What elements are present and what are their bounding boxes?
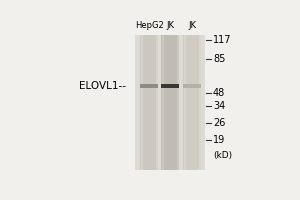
- Bar: [161, 84, 179, 88]
- Bar: [140, 35, 158, 170]
- Bar: [177, 35, 179, 170]
- Bar: [162, 35, 164, 170]
- Text: HepG2: HepG2: [135, 21, 164, 30]
- Bar: [183, 35, 201, 170]
- Bar: [184, 35, 186, 170]
- Bar: [156, 35, 158, 170]
- Bar: [135, 35, 205, 170]
- Text: 117: 117: [213, 35, 232, 45]
- Text: 85: 85: [213, 54, 225, 64]
- Text: (kD): (kD): [213, 151, 232, 160]
- Bar: [161, 35, 179, 170]
- Text: 26: 26: [213, 118, 225, 128]
- Text: 19: 19: [213, 135, 225, 145]
- Text: 48: 48: [213, 88, 225, 98]
- Bar: [140, 84, 158, 88]
- Bar: [199, 35, 201, 170]
- Text: ELOVL1--: ELOVL1--: [79, 81, 126, 91]
- Text: 34: 34: [213, 101, 225, 111]
- Bar: [183, 84, 201, 88]
- Bar: [141, 35, 143, 170]
- Text: JK: JK: [166, 21, 174, 30]
- Text: JK: JK: [188, 21, 196, 30]
